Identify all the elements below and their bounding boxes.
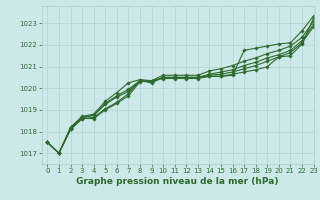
X-axis label: Graphe pression niveau de la mer (hPa): Graphe pression niveau de la mer (hPa) <box>76 177 279 186</box>
